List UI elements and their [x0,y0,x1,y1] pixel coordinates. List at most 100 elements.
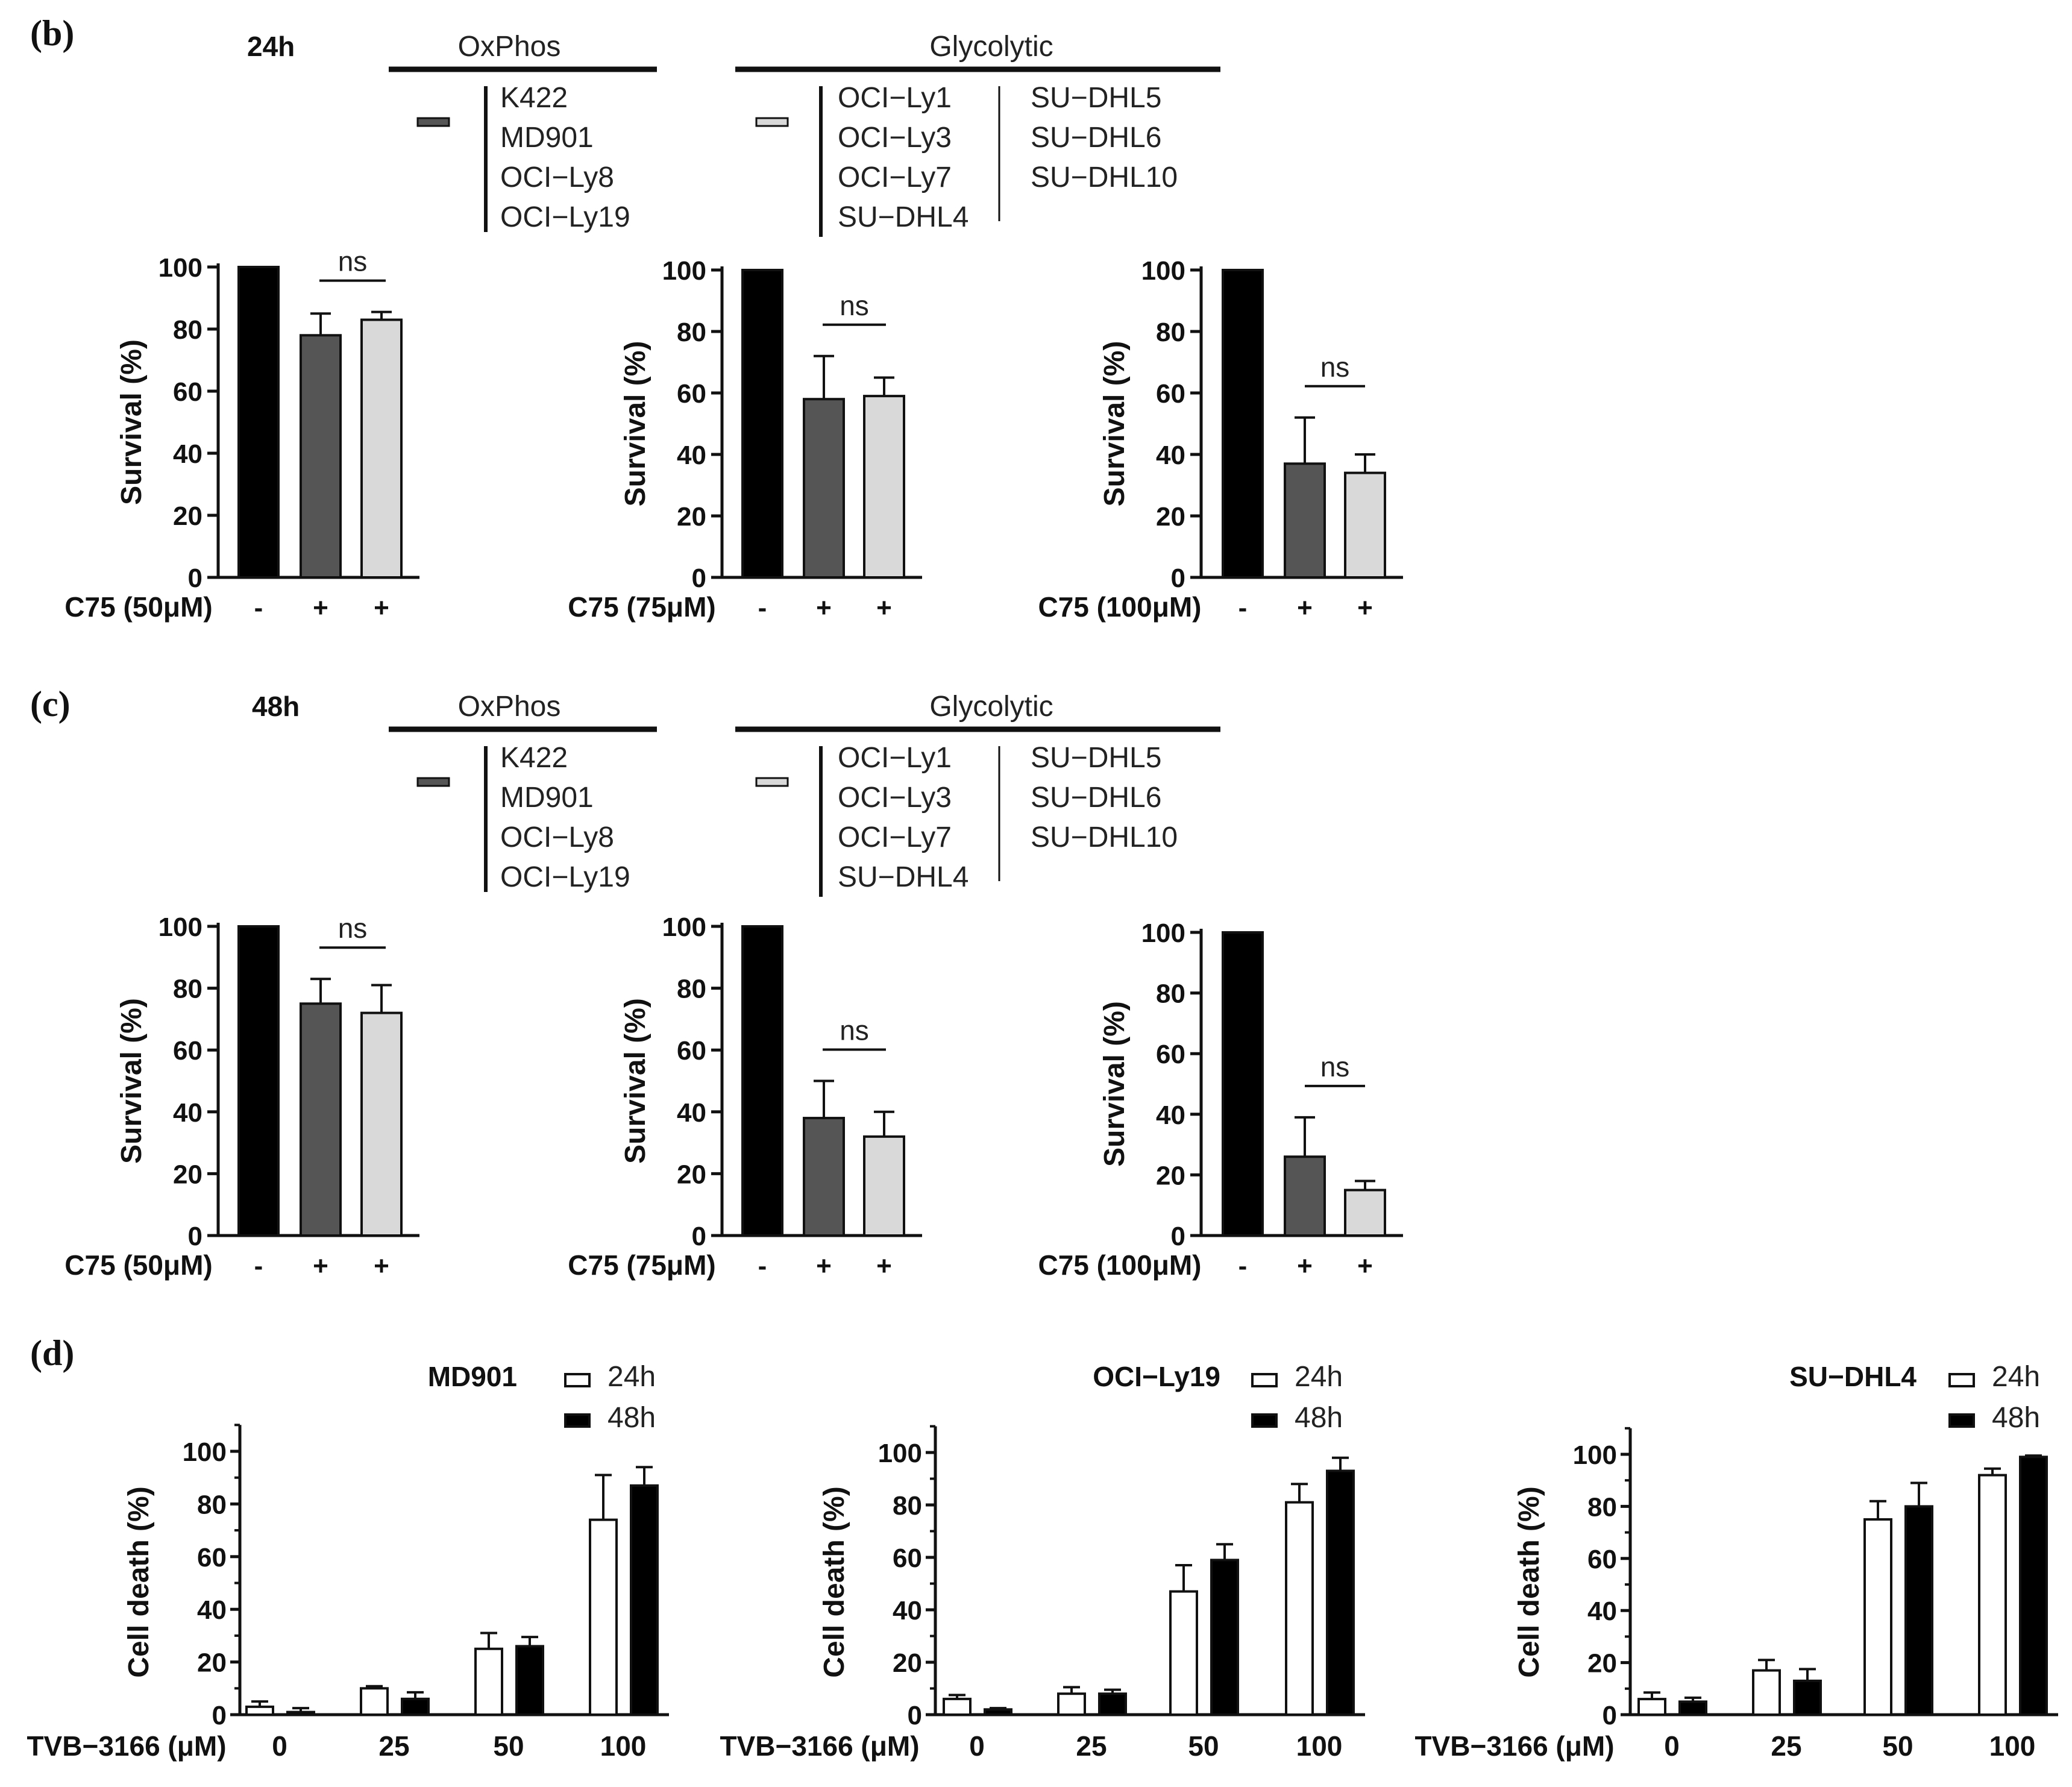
y-tick-label: 40 [173,439,202,469]
y-tick-label: 100 [662,256,706,286]
legend-oxphos-cell-line: K422 [500,82,568,114]
bar-48h [1326,1469,1355,1716]
bar-48h [984,1708,1012,1716]
y-axis-label: Survival (%) [620,341,651,507]
x-tick-label: - [254,593,263,623]
y-axis-label: Cell death (%) [123,1486,155,1677]
y-tick-label: 60 [893,1544,922,1573]
legend-24h-swatch [564,1373,591,1387]
y-tick-label: 0 [1171,1222,1185,1251]
x-tick-label: + [1297,1251,1313,1281]
chart-title: SU−DHL4 [1789,1361,1917,1392]
chart-b1: 0 20 40 60 80 100 Survival (%) - + + C75 (50μM) ns [64,246,419,623]
x-axis-label: TVB−3166 (μM) [1414,1730,1614,1762]
y-axis-label: Survival (%) [1099,1001,1131,1167]
legend-glyco-cell-line: SU−DHL6 [1031,782,1161,814]
x-tick-label: 100 [1296,1730,1343,1762]
x-tick-label: + [1357,593,1373,623]
y-tick-label: 100 [662,912,706,942]
bar-control [1222,931,1264,1237]
legend-oxphos-title: OxPhos [458,691,561,723]
legend-glyco-cell-line: OCI−Ly1 [838,82,952,114]
significance-label: ns [1320,351,1350,383]
legend-oxphos-title: OxPhos [458,31,561,63]
y-tick-label: 40 [1156,1101,1185,1130]
bar-control [741,925,783,1237]
y-axis-label: Survival (%) [1099,341,1131,507]
chart-b2: 0 20 40 60 80 100 Survival (%) - + + C75 (75μM) ns [568,256,922,623]
legend-24h-label: 24h [607,1361,656,1393]
bar-24h [245,1705,274,1716]
y-tick-label: 60 [677,1036,706,1066]
y-tick-label: 0 [212,1701,227,1730]
x-tick-label: 25 [1076,1730,1107,1762]
y-tick-label: 80 [677,318,706,347]
legend-oxphos-cell-line: OCI−Ly19 [500,861,630,893]
x-tick-label: + [816,593,832,623]
x-tick-label: + [313,1251,328,1281]
y-tick-label: 40 [1587,1597,1617,1626]
legend-glyco-cell-line: SU−DHL4 [838,861,969,893]
bar-control [1222,269,1264,579]
legend-48h-label: 48h [1295,1402,1343,1434]
bar-oxphos [803,1117,845,1237]
y-tick-label: 100 [1573,1440,1617,1470]
panel-letter-c: (c) [30,684,71,724]
bar-48h [2019,1456,2048,1716]
legend-24h-label: 24h [1295,1361,1343,1393]
legend-glyco-cell-line: SU−DHL6 [1031,122,1161,154]
y-tick-label: 0 [908,1701,922,1730]
chart-b3: 0 20 40 60 80 100 Survival (%) - + + C75 (100μM) ns [1038,256,1403,623]
y-tick-label: 20 [677,502,706,532]
y-axis-label: Cell death (%) [818,1486,850,1677]
y-tick-label: 20 [893,1648,922,1678]
y-tick-label: 100 [159,912,202,942]
y-tick-label: 60 [173,377,202,407]
y-tick-label: 60 [173,1036,202,1066]
x-tick-label: 25 [1771,1730,1801,1762]
y-tick-label: 60 [1587,1545,1617,1574]
y-tick-label: 20 [1156,1161,1185,1190]
x-tick-label: 0 [272,1730,287,1762]
bar-control [741,269,783,579]
bar-48h [630,1484,659,1716]
bar-oxphos [300,334,342,579]
legend-glyco-cell-line: SU−DHL4 [838,201,969,233]
bar-24h [589,1518,618,1716]
x-tick-label: - [1238,1251,1248,1281]
chart-c2: 0 20 40 60 80 100 Survival (%) - + + C75 (75μM) ns [568,912,922,1281]
chart-d2: 0 20 40 60 80 100 Cell death (%) 0 25 50 100 TVB−31… [720,1361,1365,1762]
panel-letter-d: (d) [30,1333,74,1373]
legend-glyco-cell-line: SU−DHL10 [1031,162,1178,193]
legend-24h-label: 24h [1992,1361,2040,1393]
legend-glyco-cell-line: OCI−Ly3 [838,782,952,814]
bar-48h [1098,1692,1127,1716]
legend-oxphos-cell-line: MD901 [500,122,594,154]
x-tick-label: + [876,1251,892,1281]
x-tick-label: - [1238,593,1248,623]
bar-48h [401,1697,430,1716]
legend-c: OxPhos Glycolytic K422 MD901 OCI−Ly8 OCI−Ly19… [389,691,1220,897]
legend-48h-swatch [1948,1413,1975,1428]
x-tick-label: - [758,1251,767,1281]
y-tick-label: 0 [1171,564,1185,593]
y-tick-label: 80 [173,315,202,345]
y-tick-label: 80 [1587,1492,1617,1522]
legend-glyco-cell-line: SU−DHL5 [1031,82,1161,114]
treatment-label: C75 (100μM) [1038,1249,1201,1281]
legend-glyco-cell-line: OCI−Ly1 [838,742,952,774]
legend-oxphos-swatch [416,117,450,127]
x-tick-label: + [374,593,389,623]
y-tick-label: 0 [188,1222,202,1251]
y-tick-label: 80 [677,975,706,1004]
legend-glycolytic-title: Glycolytic [929,691,1053,723]
significance-label: ns [840,290,869,321]
y-tick-label: 20 [677,1160,706,1189]
significance-label: ns [840,1015,869,1046]
significance-label: ns [338,912,368,944]
y-tick-label: 40 [173,1098,202,1128]
y-tick-label: 60 [1156,1040,1185,1069]
chart-title: OCI−Ly19 [1093,1361,1220,1392]
bar-glycolytic [1344,471,1386,579]
y-tick-label: 0 [1603,1701,1617,1730]
